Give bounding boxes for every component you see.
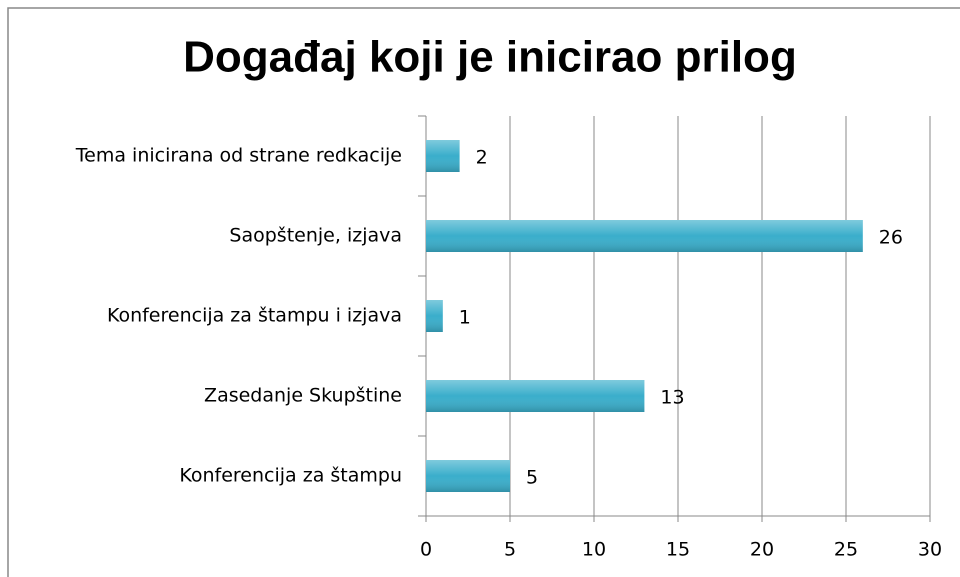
x-tick-label: 25 (834, 539, 858, 561)
y-tick-label: Tema inicirana od strane redkacije (75, 145, 402, 167)
y-tick-label: Konferencija za štampu (179, 465, 402, 487)
bar (426, 460, 510, 492)
value-label: 5 (526, 467, 538, 489)
x-tick-label: 20 (750, 539, 774, 561)
bar (426, 380, 645, 412)
y-tick-label: Zasedanje Skupštine (204, 385, 402, 407)
y-tick-label: Saopštenje, izjava (229, 225, 402, 247)
value-label: 13 (660, 387, 684, 409)
chart-title: Događaj koji je inicirao prilog (183, 33, 797, 82)
y-tick-label: Konferencija za štampu i izjava (107, 305, 402, 327)
bar (426, 300, 443, 332)
value-label: 26 (879, 227, 903, 249)
x-tick-label: 10 (582, 539, 606, 561)
x-tick-label: 30 (918, 539, 942, 561)
value-label: 2 (476, 147, 488, 169)
bar (426, 140, 460, 172)
x-tick-label: 15 (666, 539, 690, 561)
bar (426, 220, 863, 252)
x-tick-label: 5 (504, 539, 516, 561)
x-tick-label: 0 (420, 539, 432, 561)
value-label: 1 (459, 307, 471, 329)
